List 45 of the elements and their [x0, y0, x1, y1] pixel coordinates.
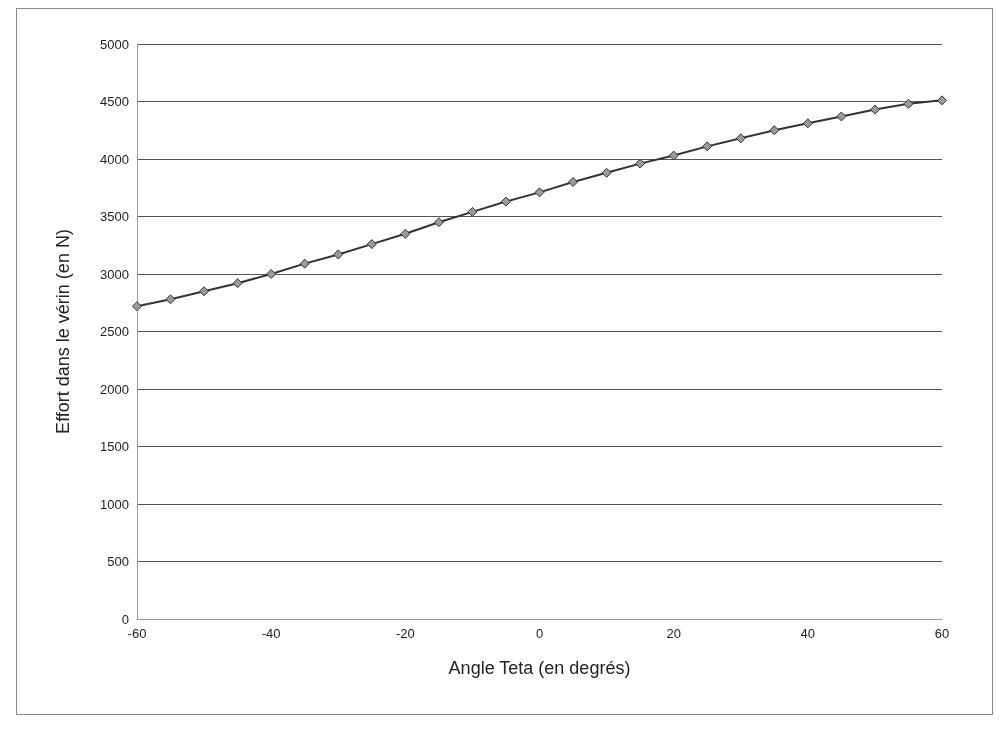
point [534, 187, 544, 198]
point [735, 133, 746, 144]
point [902, 98, 913, 109]
x-tick-label: 0 [535, 626, 543, 641]
y-tick-label: 4500 [99, 94, 129, 109]
y-tick-label: 1000 [99, 496, 129, 512]
x-axis-title: Angle Teta (en degrés) [448, 658, 630, 678]
point [198, 286, 209, 297]
x-tick-label: -60 [127, 626, 146, 641]
y-tick-label: 1500 [99, 439, 129, 454]
point [265, 269, 276, 279]
y-tick-label: 5000 [99, 36, 129, 52]
x-tick-label: -20 [395, 626, 415, 641]
y-tick-label: 3000 [99, 266, 129, 282]
y-tick-label: 2000 [99, 381, 129, 397]
point [835, 111, 846, 122]
y-tick-label: 3500 [99, 209, 129, 224]
y-tick-label: 4000 [99, 151, 129, 167]
point [936, 95, 947, 106]
point [165, 294, 176, 305]
point [232, 278, 243, 289]
point [399, 228, 410, 239]
y-tick-label: 2500 [99, 324, 129, 339]
point [634, 158, 645, 169]
point [366, 239, 377, 250]
point [332, 249, 343, 260]
point [433, 217, 444, 228]
point [567, 177, 578, 187]
point [768, 125, 779, 136]
point [668, 150, 679, 161]
x-tick-label: 20 [665, 626, 681, 641]
x-tick-label: -40 [261, 626, 281, 641]
x-tick-label: 60 [934, 626, 949, 641]
point [500, 196, 511, 207]
y-tick-label: 500 [106, 554, 129, 569]
x-tick-label: 40 [800, 626, 815, 641]
point [466, 206, 477, 217]
point [869, 104, 880, 115]
y-axis-title: Effort dans le vérin (en N) [52, 229, 73, 434]
point [131, 301, 142, 312]
point [802, 118, 813, 129]
point [601, 167, 612, 178]
point [299, 258, 310, 269]
y-tick-label: 0 [121, 611, 129, 627]
point [701, 141, 712, 152]
